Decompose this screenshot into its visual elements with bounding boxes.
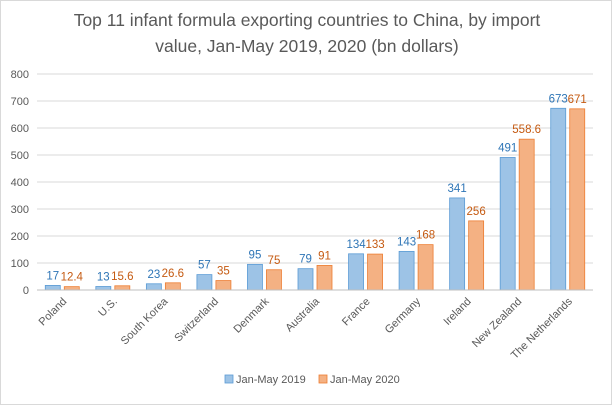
bar-2020 xyxy=(266,269,282,291)
y-tick-label: 100 xyxy=(11,258,29,270)
bar-2020 xyxy=(164,282,181,291)
bars xyxy=(44,107,586,291)
x-tick-label: Switzerland xyxy=(172,296,221,345)
data-label-2020: 26.6 xyxy=(162,268,184,280)
bar-2019 xyxy=(449,197,466,291)
x-tick-label: Denmark xyxy=(232,295,272,335)
data-label-2019: 17 xyxy=(46,270,59,282)
legend-label-2020: Jan-May 2020 xyxy=(330,374,400,386)
data-label-2020: 75 xyxy=(268,255,281,267)
x-tick-label: South Korea xyxy=(119,295,171,347)
chart-title-line-1: Top 11 infant formula exporting countrie… xyxy=(74,10,541,30)
data-label-2020: 15.6 xyxy=(111,271,133,283)
bar-2019 xyxy=(44,285,61,291)
bar-2020 xyxy=(367,253,383,291)
data-label-2019: 143 xyxy=(397,236,416,248)
legend-swatch-2020 xyxy=(318,374,328,384)
data-label-2019: 341 xyxy=(448,183,467,195)
data-label-2020: 168 xyxy=(416,230,435,242)
bar-2019 xyxy=(145,283,162,291)
x-tick-label: Australia xyxy=(283,295,322,334)
bar-2020 xyxy=(417,244,434,291)
y-tick-label: 600 xyxy=(11,123,29,135)
bar-2019 xyxy=(95,286,112,291)
data-label-2019: 134 xyxy=(346,239,366,251)
chart-title: Top 11 infant formula exporting countrie… xyxy=(74,10,541,56)
data-label-2019: 23 xyxy=(147,269,160,281)
data-label-2020: 558.6 xyxy=(512,124,541,136)
y-tick-label: 300 xyxy=(11,204,29,216)
data-label-2020: 256 xyxy=(467,206,486,218)
bar-2020 xyxy=(215,280,232,291)
x-tick-label: Ireland xyxy=(441,296,473,328)
bar-2019 xyxy=(499,157,516,291)
bar-2019 xyxy=(398,250,415,291)
legend-label-2019: Jan-May 2019 xyxy=(236,374,306,386)
x-axis: Poland U.S.South Korea Switzerland Denmark A… xyxy=(37,289,593,362)
y-tick-label: 800 xyxy=(11,69,29,81)
data-label-2020: 35 xyxy=(217,266,230,278)
y-tick-label: 0 xyxy=(23,285,29,297)
data-label-2020: 671 xyxy=(568,94,587,106)
bar-2019 xyxy=(196,274,213,291)
x-tick-label: France xyxy=(340,296,373,329)
bar-2019 xyxy=(550,107,567,291)
data-label-2019: 491 xyxy=(498,142,517,154)
bar-2019 xyxy=(297,268,314,291)
x-tick-label: Poland xyxy=(37,296,70,329)
bar-2020 xyxy=(63,286,80,291)
x-tick-label: Germany xyxy=(383,295,424,336)
legend-swatch-2019 xyxy=(224,374,234,384)
y-tick-label: 200 xyxy=(11,231,29,243)
data-label-2019: 57 xyxy=(198,260,211,272)
data-label-2019: 13 xyxy=(97,271,110,283)
data-label-2020: 91 xyxy=(318,250,331,262)
legend: Jan-May 2019 Jan-May 2020 xyxy=(224,374,400,386)
data-label-2019: 673 xyxy=(549,93,568,105)
data-label-2019: 95 xyxy=(249,249,262,261)
x-tick-label: New Zealand xyxy=(470,296,524,350)
y-tick-label: 400 xyxy=(11,177,29,189)
bar-2019 xyxy=(247,263,263,291)
x-tick-label: U.S. xyxy=(96,296,120,320)
bar-2020 xyxy=(114,285,131,291)
y-tick-label: 500 xyxy=(11,150,29,162)
data-label-2019: 79 xyxy=(299,254,312,266)
bar-2019 xyxy=(348,253,364,291)
data-label-2020: 133 xyxy=(365,239,384,251)
chart-title-line-2: value, Jan-May 2019, 2020 (bn dollars) xyxy=(155,36,459,56)
y-tick-label: 700 xyxy=(11,96,29,108)
bar-2020 xyxy=(468,220,485,291)
y-axis: 0 100 200 300 400 500 600 700 800 xyxy=(11,69,29,297)
bar-2020 xyxy=(518,138,535,291)
data-label-2020: 12.4 xyxy=(61,272,84,284)
bar-2020 xyxy=(569,108,586,291)
data-labels: 17 12.4 13 15.6 23 26.6 57 35 95 75 79 91 134 133 1431… xyxy=(46,93,586,283)
bar-2020 xyxy=(316,265,333,291)
gridlines xyxy=(37,73,593,291)
